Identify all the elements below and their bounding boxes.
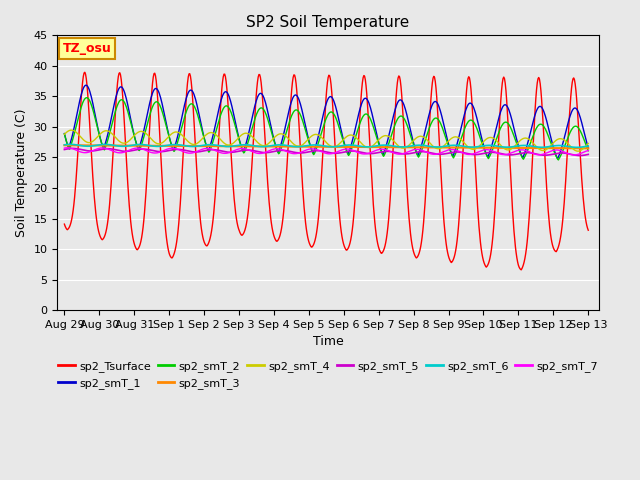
sp2_smT_3 (390, 144, 397, 150)
sp2_smT_5 (390, 149, 398, 155)
Text: TZ_osu: TZ_osu (63, 42, 111, 55)
sp2_smT_1 (178, 115, 186, 121)
sp2_smT_7 (61, 145, 68, 151)
sp2_smT_4 (390, 139, 398, 144)
sp2_smT_6 (178, 142, 186, 148)
sp2_smT_4 (205, 130, 213, 136)
sp2_smT_1 (584, 145, 592, 151)
Line: sp2_smT_5: sp2_smT_5 (65, 148, 588, 156)
sp2_smT_5 (61, 147, 68, 153)
sp2_smT_7 (125, 148, 132, 154)
sp2_Tsurface (61, 221, 68, 227)
sp2_smT_7 (570, 152, 577, 158)
sp2_Tsurface (205, 238, 213, 244)
Line: sp2_smT_6: sp2_smT_6 (65, 144, 588, 147)
sp2_smT_7 (406, 148, 413, 154)
sp2_smT_4 (584, 141, 592, 146)
Line: sp2_smT_7: sp2_smT_7 (65, 148, 588, 155)
sp2_smT_3 (177, 143, 185, 149)
sp2_smT_5 (205, 147, 213, 153)
sp2_smT_6 (125, 143, 132, 149)
sp2_smT_4 (178, 132, 186, 138)
sp2_smT_5 (178, 147, 186, 153)
sp2_smT_1 (70, 126, 77, 132)
sp2_smT_5 (125, 148, 132, 154)
sp2_smT_3 (70, 143, 77, 148)
Line: sp2_smT_1: sp2_smT_1 (65, 85, 588, 158)
sp2_smT_1 (390, 109, 398, 115)
sp2_Tsurface (70, 202, 77, 207)
sp2_smT_6 (61, 142, 68, 148)
sp2_smT_5 (584, 152, 592, 157)
sp2_smT_4 (61, 132, 68, 137)
sp2_smT_3 (205, 143, 212, 149)
sp2_smT_2 (125, 111, 132, 117)
sp2_smT_2 (584, 148, 592, 154)
sp2_smT_6 (390, 144, 398, 149)
sp2_Tsurface (178, 178, 186, 184)
sp2_smT_1 (125, 106, 132, 111)
sp2_smT_4 (125, 138, 132, 144)
sp2_smT_5 (71, 145, 79, 151)
sp2_smT_2 (178, 125, 186, 131)
sp2_smT_7 (584, 148, 592, 154)
sp2_smT_7 (71, 146, 79, 152)
sp2_smT_4 (574, 148, 582, 154)
sp2_smT_7 (390, 150, 398, 156)
sp2_smT_4 (68, 127, 76, 133)
sp2_smT_2 (205, 149, 213, 155)
sp2_smT_1 (61, 131, 68, 136)
sp2_smT_1 (83, 83, 90, 88)
sp2_smT_4 (406, 142, 413, 147)
sp2_Tsurface (125, 192, 132, 198)
sp2_smT_4 (71, 128, 79, 134)
sp2_smT_1 (406, 124, 413, 130)
X-axis label: Time: Time (313, 336, 344, 348)
sp2_smT_1 (205, 145, 213, 151)
sp2_smT_3 (61, 143, 68, 148)
sp2_smT_6 (584, 143, 592, 149)
sp2_smT_2 (70, 132, 77, 138)
sp2_smT_2 (554, 157, 562, 163)
sp2_smT_7 (178, 148, 186, 154)
sp2_smT_6 (205, 142, 213, 147)
sp2_smT_2 (406, 130, 413, 136)
sp2_Tsurface (406, 223, 413, 229)
sp2_Tsurface (584, 228, 592, 233)
Line: sp2_smT_4: sp2_smT_4 (65, 130, 588, 151)
Y-axis label: Soil Temperature (C): Soil Temperature (C) (15, 108, 28, 237)
sp2_smT_6 (406, 144, 413, 149)
sp2_smT_5 (576, 153, 584, 158)
sp2_smT_7 (63, 145, 71, 151)
sp2_Tsurface (81, 70, 88, 75)
sp2_smT_6 (67, 142, 74, 147)
sp2_smT_3 (405, 144, 413, 150)
Title: SP2 Soil Temperature: SP2 Soil Temperature (246, 15, 410, 30)
sp2_smT_6 (71, 142, 79, 147)
sp2_smT_5 (69, 145, 77, 151)
Line: sp2_smT_2: sp2_smT_2 (65, 98, 588, 160)
sp2_smT_1 (554, 156, 561, 161)
sp2_smT_6 (573, 144, 580, 150)
sp2_Tsurface (390, 120, 398, 126)
Line: sp2_Tsurface: sp2_Tsurface (65, 72, 588, 270)
sp2_smT_2 (61, 131, 68, 137)
Legend: sp2_Tsurface, sp2_smT_1, sp2_smT_2, sp2_smT_3, sp2_smT_4, sp2_smT_5, sp2_smT_6, : sp2_Tsurface, sp2_smT_1, sp2_smT_2, sp2_… (54, 357, 602, 393)
sp2_smT_7 (205, 145, 213, 151)
sp2_smT_3 (584, 145, 592, 151)
sp2_smT_2 (390, 123, 398, 129)
sp2_smT_3 (124, 143, 132, 148)
sp2_Tsurface (517, 267, 525, 273)
Line: sp2_smT_3: sp2_smT_3 (65, 145, 588, 148)
sp2_smT_5 (406, 151, 413, 156)
sp2_smT_2 (83, 95, 91, 101)
